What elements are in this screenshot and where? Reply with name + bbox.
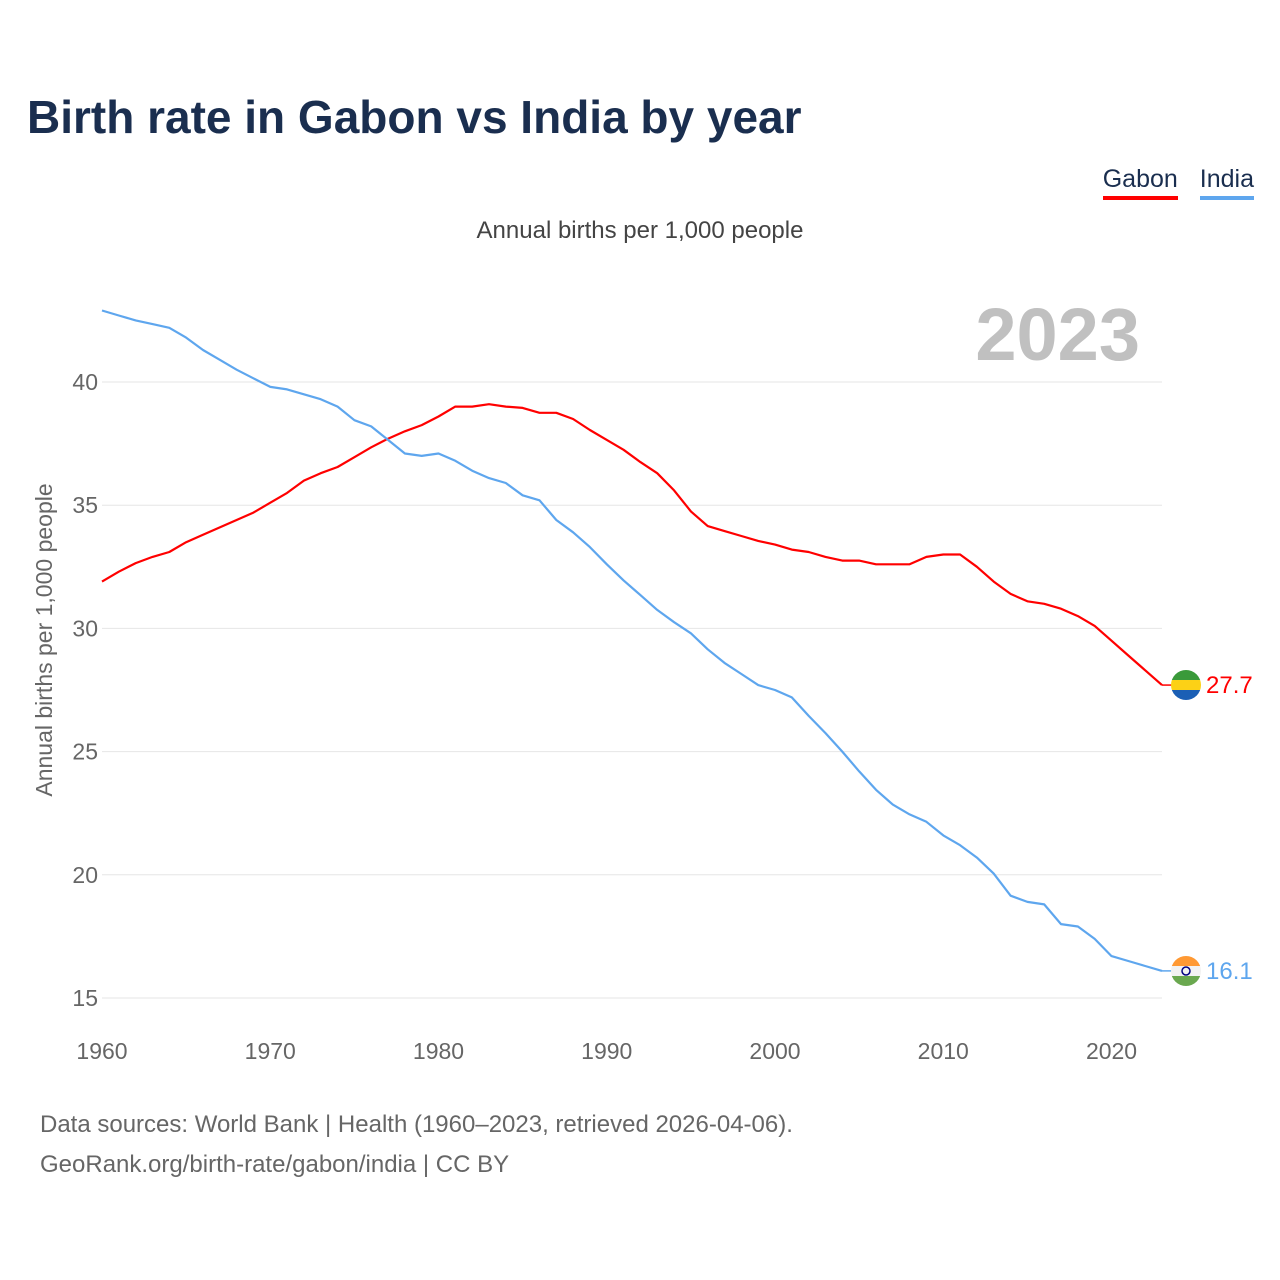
legend-item-india[interactable]: India <box>1199 165 1254 200</box>
x-tick-label: 1990 <box>581 1038 632 1064</box>
y-tick-label: 20 <box>72 862 98 888</box>
x-tick-label: 1980 <box>413 1038 464 1064</box>
source-link[interactable]: GeoRank.org/birth-rate/gabon/india | CC … <box>40 1151 510 1178</box>
x-tick-label: 1970 <box>245 1038 296 1064</box>
gabon-flag-icon <box>1171 670 1201 700</box>
y-tick-label: 35 <box>72 492 98 518</box>
y-tick-label: 30 <box>72 615 98 641</box>
legend: Gabon India <box>1102 165 1254 200</box>
y-axis-label: Annual births per 1,000 people <box>31 483 57 796</box>
gabon-line <box>101 403 1163 686</box>
data-source-note: Data sources: World Bank | Health (1960–… <box>40 1111 793 1138</box>
y-tick-label: 15 <box>72 985 98 1011</box>
x-tick-label: 2020 <box>1086 1038 1137 1064</box>
chart-subtitle: Annual births per 1,000 people <box>476 217 804 244</box>
gabon-end-label: 27.7 <box>1206 672 1253 699</box>
y-tick-label: 40 <box>72 369 98 395</box>
india-end-label: 16.1 <box>1206 958 1253 985</box>
india-flag-icon <box>1171 956 1201 986</box>
legend-item-gabon[interactable]: Gabon <box>1102 165 1178 200</box>
footer: Data sources: World Bank | Health (1960–… <box>40 1105 793 1185</box>
y-tick-label: 25 <box>72 739 98 765</box>
x-tick-label: 2000 <box>749 1038 800 1064</box>
year-watermark: 2023 <box>975 293 1140 376</box>
chart-title: Birth rate in Gabon vs India by year <box>27 91 802 143</box>
x-tick-label: 1960 <box>76 1038 127 1064</box>
india-line <box>101 309 1163 972</box>
x-tick-label: 2010 <box>918 1038 969 1064</box>
